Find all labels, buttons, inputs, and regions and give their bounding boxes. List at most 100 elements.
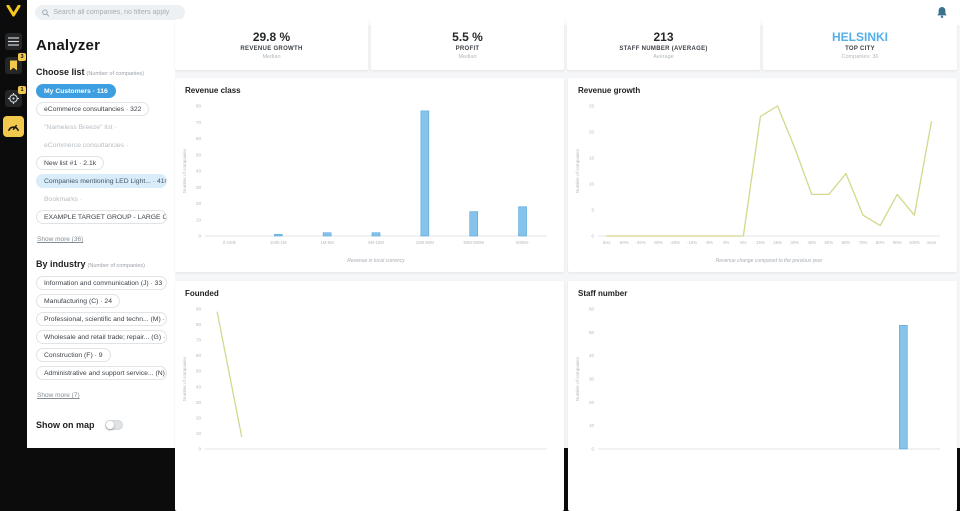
show-on-map-label: Show on map bbox=[36, 420, 95, 430]
kpi-sub: Companies: 36 bbox=[841, 53, 879, 60]
chart-title: Revenue growth bbox=[578, 86, 641, 95]
sidebar-item-bookmarks[interactable]: 3 bbox=[5, 53, 26, 74]
svg-text:10: 10 bbox=[196, 217, 202, 222]
svg-text:0%: 0% bbox=[723, 240, 729, 245]
industry-item-manufacturing[interactable]: Manufacturing (C) · 24 bbox=[36, 294, 120, 308]
svg-text:80%: 80% bbox=[876, 240, 885, 245]
global-search[interactable] bbox=[35, 5, 185, 20]
svg-text:more: more bbox=[927, 240, 937, 245]
industry-item-administrative-support[interactable]: Administrative and support service... (N… bbox=[36, 366, 167, 380]
sidebar-item-target-groups[interactable]: 1 bbox=[5, 86, 26, 107]
svg-text:40: 40 bbox=[196, 384, 202, 389]
svg-text:-5%: -5% bbox=[705, 240, 713, 245]
svg-text:Number of companies: Number of companies bbox=[182, 356, 187, 401]
svg-text:-40%: -40% bbox=[636, 240, 646, 245]
svg-text:70: 70 bbox=[196, 338, 202, 343]
kpi-value: 5.5 % bbox=[452, 29, 483, 44]
kpi-card-staff-number: 213 STAFF NUMBER (AVERAGE) Average bbox=[567, 19, 760, 70]
svg-text:Number of companies: Number of companies bbox=[575, 356, 580, 401]
svg-text:25%: 25% bbox=[773, 240, 782, 245]
svg-text:-50%: -50% bbox=[619, 240, 629, 245]
svg-text:90: 90 bbox=[196, 307, 202, 312]
chart-title: Revenue class bbox=[185, 86, 241, 95]
svg-text:Revenue in local currency: Revenue in local currency bbox=[347, 258, 405, 264]
list-item-bookmarks[interactable]: Bookmarks · bbox=[36, 192, 91, 206]
industry-item-professional-scientific[interactable]: Professional, scientific and techn... (M… bbox=[36, 312, 167, 326]
choose-list-heading: Choose list (Number of companies) bbox=[36, 67, 166, 77]
list-item-led-lighting[interactable]: Companies mentioning LED Light... · 410 bbox=[36, 174, 167, 188]
kpi-label: PROFIT bbox=[455, 45, 480, 52]
svg-text:50%: 50% bbox=[825, 240, 834, 245]
list-item-example-target-group[interactable]: EXAMPLE TARGET GROUP - LARGE C... · 52.6… bbox=[36, 210, 167, 224]
choose-list-subtitle: (Number of companies) bbox=[86, 71, 144, 77]
svg-text:50: 50 bbox=[589, 330, 595, 335]
target-icon bbox=[8, 93, 19, 104]
svg-text:less: less bbox=[603, 240, 611, 245]
show-more-industries-link[interactable]: Show more (7) bbox=[37, 392, 80, 399]
svg-text:0: 0 bbox=[198, 234, 201, 239]
kpi-label: TOP CITY bbox=[845, 45, 875, 52]
industry-item-wholesale-retail[interactable]: Wholesale and retail trade; repair... (G… bbox=[36, 330, 167, 344]
svg-text:5M-10M: 5M-10M bbox=[368, 240, 384, 245]
svg-text:30: 30 bbox=[589, 377, 595, 382]
svg-text:60: 60 bbox=[196, 353, 202, 358]
svg-text:25: 25 bbox=[589, 104, 595, 109]
svg-text:20: 20 bbox=[589, 400, 595, 405]
svg-text:Number of companies: Number of companies bbox=[182, 148, 187, 193]
analyzer-filter-panel: Analyzer Choose list (Number of companies… bbox=[27, 25, 175, 448]
svg-text:60%: 60% bbox=[842, 240, 851, 245]
kpi-value: 213 bbox=[653, 29, 674, 44]
main-area: Analyzer Choose list(Number of companies… bbox=[27, 0, 960, 511]
svg-text:70: 70 bbox=[196, 120, 202, 125]
notifications-bell-icon[interactable] bbox=[936, 6, 948, 19]
svg-text:50M-500M: 50M-500M bbox=[463, 240, 484, 245]
app-sidebar: 3 1 bbox=[0, 0, 27, 448]
svg-text:5: 5 bbox=[591, 208, 594, 213]
kpi-sub: Median bbox=[262, 53, 281, 60]
svg-text:40: 40 bbox=[196, 169, 202, 174]
list-item-nameless-breeze[interactable]: "Nameless Breeze" list · bbox=[36, 120, 125, 134]
kpi-sub: Average bbox=[653, 53, 674, 60]
show-more-lists-link[interactable]: Show more (36) bbox=[37, 236, 84, 243]
list-item-my-customers[interactable]: My Customers · 116 bbox=[36, 84, 116, 98]
kpi-sub: Median bbox=[458, 53, 477, 60]
list-item-ecommerce-consultancies[interactable]: eCommerce consultancies · 322 bbox=[36, 102, 150, 116]
kpi-label: STAFF NUMBER (AVERAGE) bbox=[619, 45, 708, 52]
show-on-map-toggle[interactable] bbox=[104, 420, 123, 430]
svg-text:0-100k: 0-100k bbox=[223, 240, 237, 245]
svg-text:20: 20 bbox=[196, 201, 202, 206]
svg-text:5%: 5% bbox=[740, 240, 746, 245]
svg-text:10M-50M: 10M-50M bbox=[416, 240, 435, 245]
list-icon bbox=[8, 37, 19, 46]
svg-text:100%: 100% bbox=[909, 240, 920, 245]
kpi-card-top-city: HELSINKI TOP CITY Companies: 36 bbox=[763, 19, 957, 70]
search-input[interactable] bbox=[53, 9, 178, 16]
chart-card-staff-number: Staff number 0 10 20 30 40 50 60 Number of comp… bbox=[568, 281, 957, 511]
list-item-ecommerce-consultancies-2[interactable]: eCommerce consultancies · bbox=[36, 138, 137, 152]
by-industry-title: By industry bbox=[36, 259, 86, 269]
svg-text:40%: 40% bbox=[807, 240, 816, 245]
search-icon bbox=[42, 9, 50, 17]
svg-text:80: 80 bbox=[196, 104, 202, 109]
svg-text:10: 10 bbox=[589, 182, 595, 187]
by-industry-subtitle: (Number of companies) bbox=[87, 263, 145, 269]
by-industry-heading: By industry (Number of companies) bbox=[36, 259, 166, 269]
sidebar-item-lists[interactable] bbox=[5, 33, 22, 50]
svg-text:90%: 90% bbox=[893, 240, 902, 245]
industry-item-construction[interactable]: Construction (F) · 9 bbox=[36, 348, 111, 362]
list-item-new-list-1[interactable]: New list #1 · 2.1k bbox=[36, 156, 105, 170]
industry-item-information-communication[interactable]: Information and communication (J) · 33 bbox=[36, 276, 167, 290]
chart-card-founded: Founded 0 10 20 30 40 50 60 70 80 90 Number of com… bbox=[175, 281, 564, 511]
svg-text:-25%: -25% bbox=[670, 240, 680, 245]
svg-text:20: 20 bbox=[589, 130, 595, 135]
svg-text:50: 50 bbox=[196, 152, 202, 157]
svg-text:Revenue change compared to the: Revenue change compared to the previous … bbox=[716, 258, 823, 264]
sidebar-item-analyzer-active[interactable] bbox=[3, 116, 24, 137]
svg-text:Number of companies: Number of companies bbox=[575, 148, 580, 193]
kpi-card-revenue-growth: 29.8 % REVENUE GROWTH Median bbox=[175, 19, 368, 70]
svg-text:80: 80 bbox=[196, 322, 202, 327]
chart-title: Staff number bbox=[578, 289, 628, 298]
bookmarks-badge: 3 bbox=[18, 53, 26, 61]
svg-text:0: 0 bbox=[591, 447, 594, 452]
kpi-value: 29.8 % bbox=[252, 29, 291, 44]
